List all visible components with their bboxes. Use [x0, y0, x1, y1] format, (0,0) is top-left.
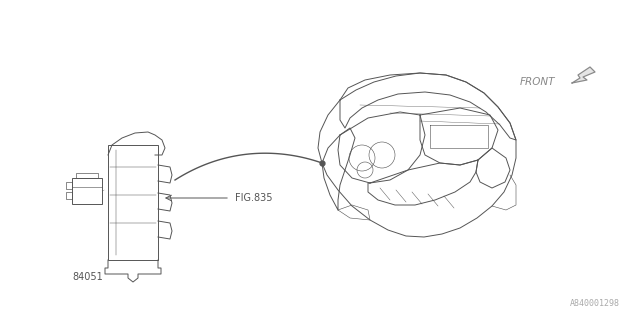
Text: FIG.835: FIG.835	[235, 193, 273, 203]
Bar	[76, 173, 98, 178]
Bar	[66, 182, 72, 189]
Bar	[72, 178, 102, 204]
Text: 84051: 84051	[72, 272, 104, 282]
Text: FRONT: FRONT	[520, 77, 555, 87]
Bar	[66, 192, 72, 199]
Text: A840001298: A840001298	[570, 299, 620, 308]
Bar	[108, 145, 158, 260]
Polygon shape	[572, 67, 595, 83]
